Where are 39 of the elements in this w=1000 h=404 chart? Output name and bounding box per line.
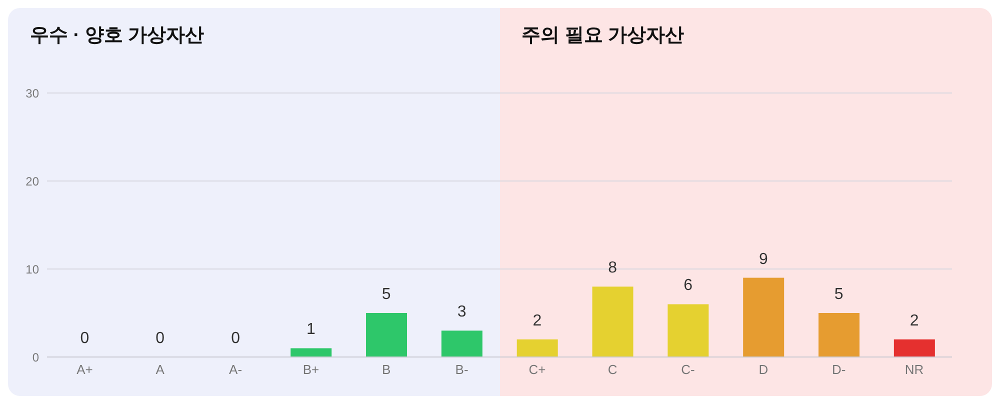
bar	[894, 339, 935, 357]
bar	[818, 313, 860, 357]
data-label: 2	[532, 312, 542, 330]
bar	[441, 330, 482, 357]
data-label: 5	[834, 286, 844, 303]
x-tick-label: B	[382, 362, 391, 378]
y-tick-label: 20	[26, 174, 40, 188]
band-label: 주의 필요 가상자산	[522, 24, 684, 48]
x-tick-label: C	[608, 362, 618, 378]
data-label: 0	[80, 330, 90, 347]
bar	[668, 304, 709, 357]
x-tick-label: C+	[528, 362, 546, 378]
data-label: 2	[910, 312, 919, 330]
y-tick-label: 30	[26, 86, 40, 100]
data-label: 9	[759, 250, 768, 268]
x-tick-label: NR	[904, 362, 924, 378]
data-label: 0	[156, 330, 165, 347]
data-label: 1	[306, 321, 316, 338]
data-label: 0	[231, 330, 240, 347]
y-tick-label: 10	[26, 262, 40, 276]
data-label: 6	[684, 277, 693, 294]
data-label: 5	[382, 286, 391, 303]
x-tick-label: A-	[229, 362, 242, 378]
data-label: 3	[457, 304, 466, 321]
data-label: 8	[608, 260, 618, 277]
x-tick-label: B+	[302, 362, 320, 378]
y-tick-label: 0	[32, 350, 40, 364]
bar	[366, 313, 408, 357]
bar	[592, 286, 634, 357]
x-tick-label: A+	[76, 362, 93, 378]
bar	[290, 348, 332, 357]
x-tick-label: D	[758, 362, 768, 378]
bar	[743, 278, 784, 357]
band-label: 우수 · 양호 가상자산	[30, 24, 204, 48]
bar	[516, 339, 558, 357]
x-tick-label: A	[156, 362, 165, 378]
x-tick-label: B-	[455, 362, 468, 378]
x-tick-label: C-	[681, 362, 695, 378]
x-tick-label: D-	[832, 362, 846, 378]
